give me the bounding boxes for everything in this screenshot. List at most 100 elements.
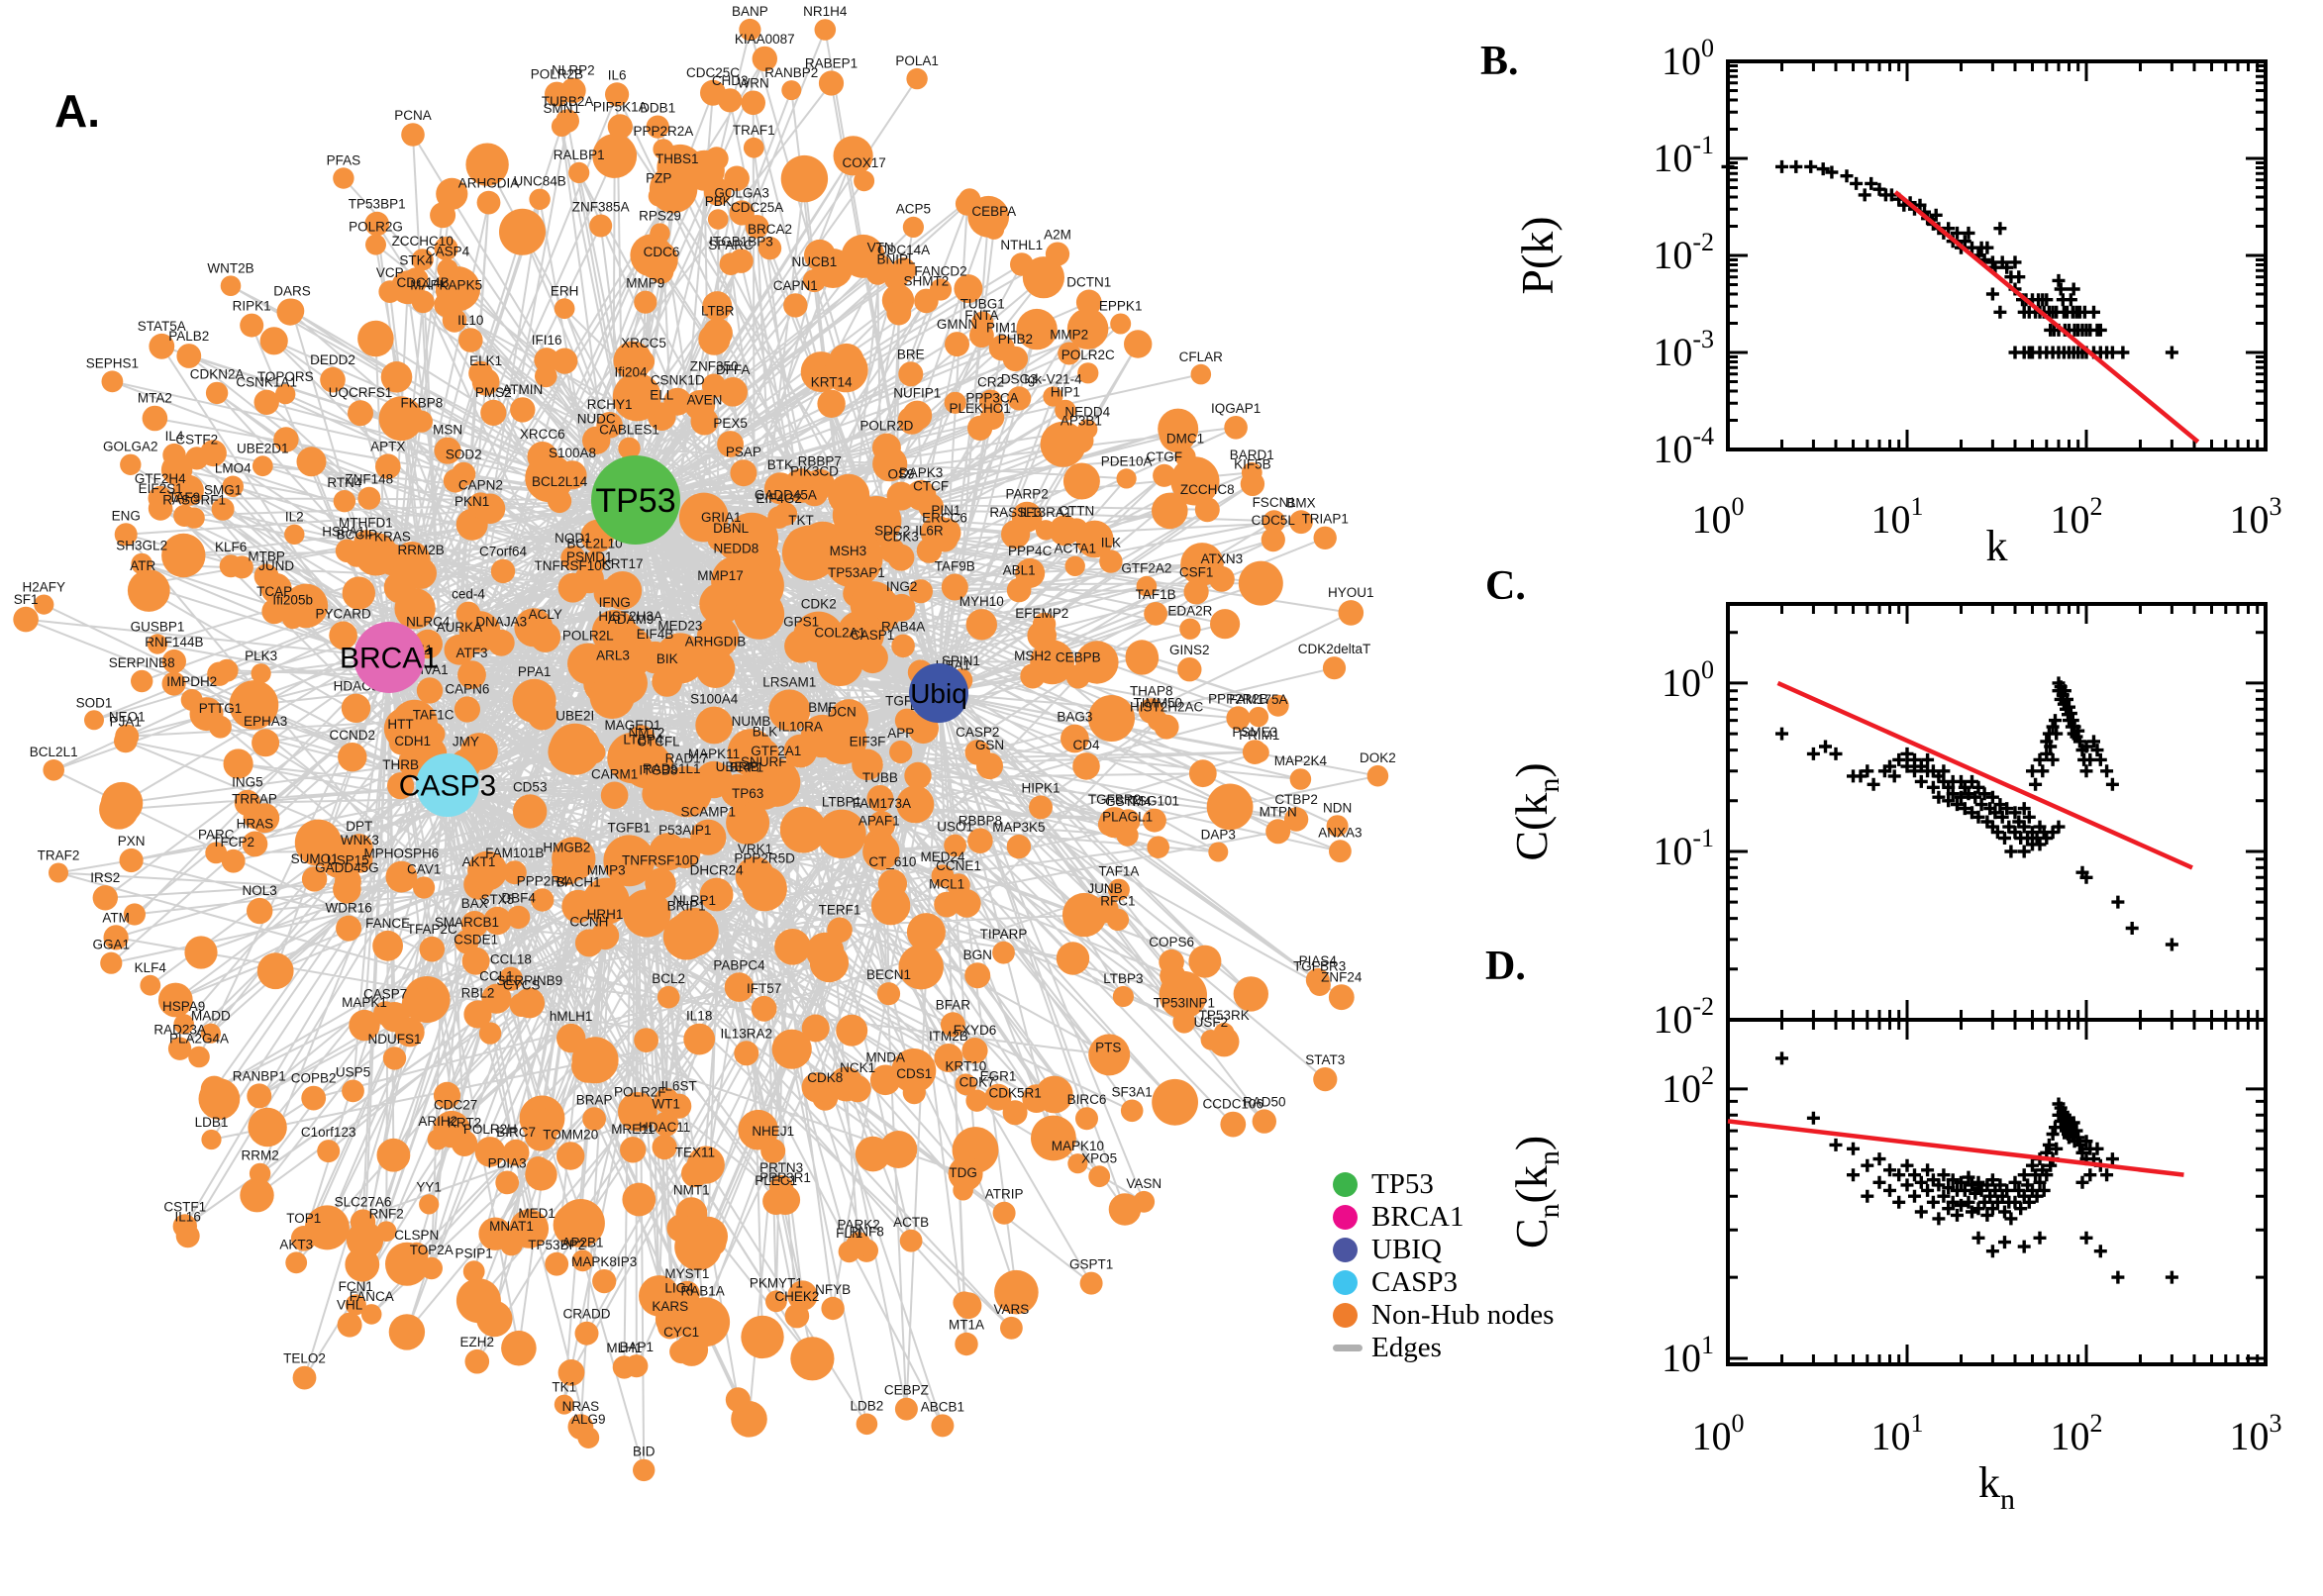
panel-a-label: A. xyxy=(54,85,100,137)
svg-text:ACTA1: ACTA1 xyxy=(1054,542,1096,556)
svg-text:MT1A: MT1A xyxy=(949,1318,984,1333)
svg-text:RTN4: RTN4 xyxy=(327,475,362,490)
svg-text:BECN1: BECN1 xyxy=(866,967,911,982)
svg-text:TP53BP2: TP53BP2 xyxy=(528,1238,585,1252)
x-axis-title: kn xyxy=(1978,1458,2015,1516)
svg-text:CYCS: CYCS xyxy=(503,978,541,993)
svg-text:TP53AP1: TP53AP1 xyxy=(828,565,885,580)
svg-text:DDB1: DDB1 xyxy=(640,101,675,116)
svg-text:MCL1: MCL1 xyxy=(929,877,964,892)
svg-text:MSH3: MSH3 xyxy=(830,544,867,558)
svg-text:STX5: STX5 xyxy=(481,892,515,907)
svg-text:MMP2: MMP2 xyxy=(1050,328,1088,343)
svg-text:TP53RK: TP53RK xyxy=(1199,1008,1250,1023)
svg-text:KARS: KARS xyxy=(652,1299,688,1314)
svg-text:DCN: DCN xyxy=(827,705,856,720)
svg-text:BIK: BIK xyxy=(656,651,678,666)
svg-text:IL13RA1: IL13RA1 xyxy=(1020,505,1072,520)
svg-text:EIF3F: EIF3F xyxy=(850,735,886,749)
svg-text:USF2: USF2 xyxy=(1194,1015,1229,1030)
svg-text:ING2: ING2 xyxy=(886,579,918,594)
svg-text:CTCFL: CTCFL xyxy=(637,735,680,749)
svg-text:PLEKHO1: PLEKHO1 xyxy=(949,401,1010,416)
svg-text:PSAP: PSAP xyxy=(726,445,761,459)
svg-text:TUBB2A: TUBB2A xyxy=(542,94,594,109)
svg-text:IFI16: IFI16 xyxy=(532,333,562,348)
panel-c-label: C. xyxy=(1485,563,1526,609)
svg-text:GADD45A: GADD45A xyxy=(755,487,817,502)
svg-text:HIPK1: HIPK1 xyxy=(1021,780,1060,795)
svg-text:ZNF24: ZNF24 xyxy=(1321,969,1363,984)
svg-text:KRAS: KRAS xyxy=(374,529,411,544)
svg-text:RBBP8: RBBP8 xyxy=(959,813,1002,828)
svg-text:NUDC: NUDC xyxy=(577,412,616,427)
svg-text:FANCD2: FANCD2 xyxy=(914,263,966,278)
svg-text:SOD2: SOD2 xyxy=(446,448,482,462)
svg-text:SNURF: SNURF xyxy=(741,754,787,769)
svg-text:MSH2: MSH2 xyxy=(1014,648,1052,663)
svg-text:MED1: MED1 xyxy=(518,1206,556,1221)
svg-text:GRIA1: GRIA1 xyxy=(701,510,742,525)
svg-text:CTGF: CTGF xyxy=(1146,449,1182,464)
svg-text:NMT2: NMT2 xyxy=(629,726,665,741)
svg-text:IFT57: IFT57 xyxy=(747,981,781,996)
svg-text:BCL2L14: BCL2L14 xyxy=(532,474,588,489)
svg-text:CEBPB: CEBPB xyxy=(1056,649,1101,664)
svg-text:PDIA3: PDIA3 xyxy=(488,1155,527,1170)
network-legend: TP53 BRCA1 UBIQ CASP3 Non-Hub nodes Edges xyxy=(1333,1168,1554,1364)
svg-text:ING5: ING5 xyxy=(232,775,263,790)
svg-text:CDKN2A: CDKN2A xyxy=(190,367,245,382)
svg-text:CDC5L: CDC5L xyxy=(1252,513,1296,528)
node-swatch-icon xyxy=(1333,1303,1358,1328)
svg-text:AP2B1: AP2B1 xyxy=(561,1235,603,1249)
svg-text:ATMIN: ATMIN xyxy=(502,382,543,397)
scatter-points xyxy=(1775,1051,2178,1284)
svg-text:GINS2: GINS2 xyxy=(1169,643,1210,657)
svg-text:XPO5: XPO5 xyxy=(1081,1150,1117,1165)
svg-text:NMT1: NMT1 xyxy=(673,1182,710,1197)
svg-text:ATRIP: ATRIP xyxy=(985,1187,1024,1202)
axis-frame xyxy=(1726,602,2268,1022)
svg-text:IQGAP1: IQGAP1 xyxy=(1211,401,1261,416)
svg-text:PLEC1: PLEC1 xyxy=(755,1173,797,1188)
legend-item-casp3: CASP3 xyxy=(1333,1266,1554,1299)
svg-text:PPP3R1: PPP3R1 xyxy=(759,1170,811,1185)
svg-text:PJA1: PJA1 xyxy=(110,715,142,730)
node-swatch-icon xyxy=(1333,1270,1358,1295)
svg-text:GMNN: GMNN xyxy=(937,317,977,332)
svg-text:CD4: CD4 xyxy=(1072,738,1099,752)
svg-text:WNT2B: WNT2B xyxy=(207,260,253,275)
axis-frame xyxy=(1726,59,2268,451)
svg-text:PPP2R4: PPP2R4 xyxy=(517,873,568,888)
svg-text:IL18: IL18 xyxy=(686,1009,712,1024)
svg-text:RAD23A: RAD23A xyxy=(153,1023,206,1038)
svg-text:SOD1: SOD1 xyxy=(76,695,113,710)
svg-text:CASP4: CASP4 xyxy=(426,244,470,258)
svg-text:BIRC7: BIRC7 xyxy=(496,1125,536,1140)
svg-text:NEDD4: NEDD4 xyxy=(1064,404,1110,419)
svg-text:ERCC6: ERCC6 xyxy=(922,510,967,525)
svg-text:MMP9: MMP9 xyxy=(626,276,664,291)
svg-text:BRE: BRE xyxy=(897,347,925,361)
svg-text:BRAP: BRAP xyxy=(576,1092,613,1107)
svg-text:BNIPL: BNIPL xyxy=(876,251,916,266)
svg-text:THAP8: THAP8 xyxy=(1130,683,1173,698)
svg-text:ILK: ILK xyxy=(1101,535,1121,549)
svg-text:VRK1: VRK1 xyxy=(738,842,772,856)
svg-text:EGR1: EGR1 xyxy=(980,1069,1017,1084)
svg-text:P53AIP1: P53AIP1 xyxy=(658,823,711,838)
svg-text:DPT: DPT xyxy=(346,819,372,834)
svg-text:ATR: ATR xyxy=(130,558,155,573)
svg-text:C1orf123: C1orf123 xyxy=(301,1125,356,1140)
svg-text:FCN1: FCN1 xyxy=(339,1279,373,1294)
svg-text:IL6R: IL6R xyxy=(915,523,944,538)
svg-text:RAD17: RAD17 xyxy=(665,751,709,766)
svg-text:RCHY1: RCHY1 xyxy=(587,397,633,412)
svg-text:DBNL: DBNL xyxy=(713,521,750,536)
svg-text:MTPN: MTPN xyxy=(1260,804,1297,819)
svg-text:101: 101 xyxy=(1662,1331,1714,1380)
svg-text:SERPINB8: SERPINB8 xyxy=(109,655,175,670)
svg-text:POLA1: POLA1 xyxy=(895,53,939,68)
x-axis-title: k xyxy=(1986,522,2008,570)
